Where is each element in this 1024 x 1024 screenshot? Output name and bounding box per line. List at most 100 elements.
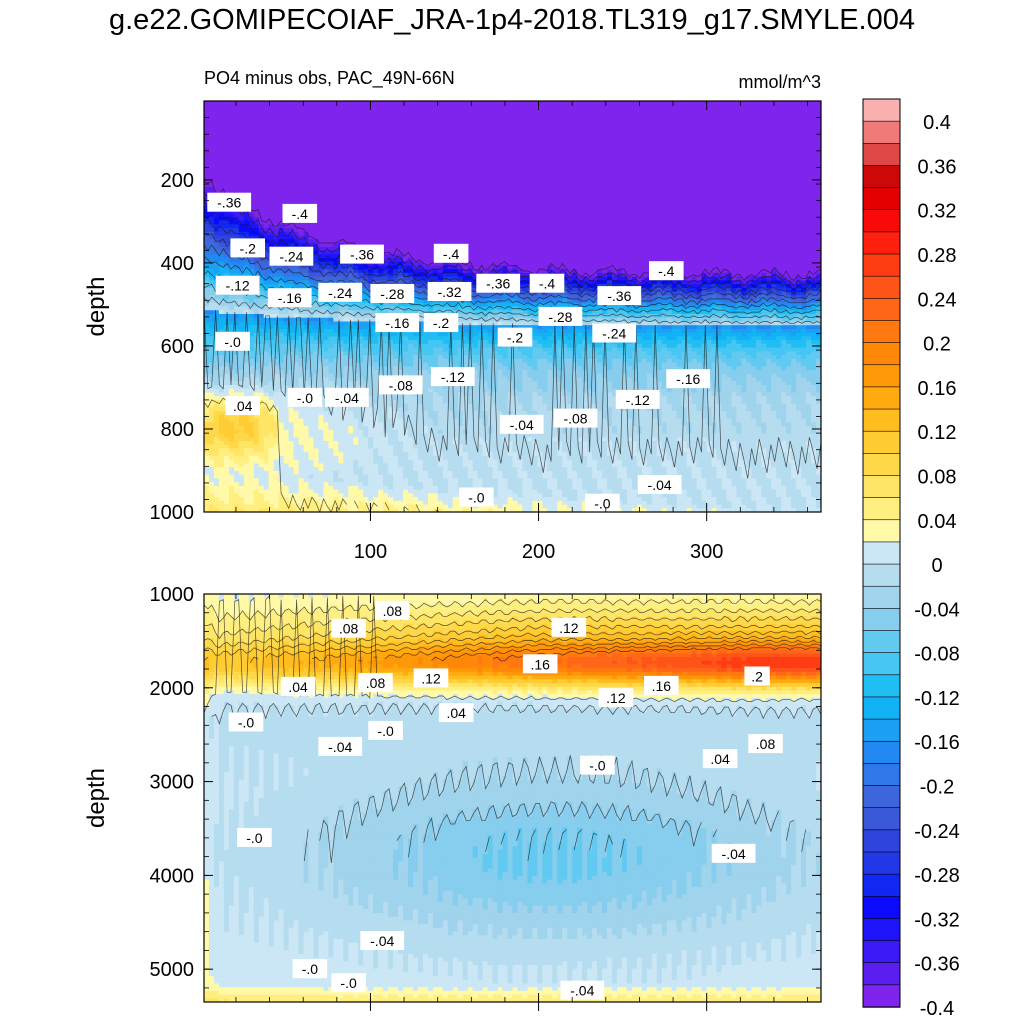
heat-cell [358,489,364,494]
heat-cell [368,474,374,479]
heat-cell [403,134,409,139]
heat-cell [263,209,270,214]
heat-cell [218,213,225,218]
heat-cell [368,134,374,139]
heat-cell [353,384,359,390]
heat-cell [228,175,235,181]
heat-cell [338,164,344,169]
heat-cell [358,317,364,323]
heat-cell [233,261,240,266]
heat-cell [218,115,225,121]
heat-cell [248,130,255,136]
heat-cell [412,426,419,431]
heat-cell [333,250,339,255]
heat-cell [403,437,409,442]
heat-cell [422,351,429,356]
heat-cell [348,433,354,438]
heat-cell [403,508,409,512]
heat-cell [408,269,414,274]
heat-cell [427,198,434,203]
heat-cell [388,482,394,487]
heat-cell [353,325,359,330]
heat-cell [343,433,349,438]
heat-cell [243,362,250,367]
heat-cell [293,115,300,121]
heat-cell [273,142,280,147]
heat-cell [243,370,250,375]
heat-cell [348,366,354,371]
heat-cell [358,355,364,360]
heat-cell [422,493,429,498]
heat-cell [427,127,434,132]
heat-cell [363,328,369,334]
heat-cell [298,127,305,132]
heat-cell [204,104,210,110]
heat-cell [313,414,320,420]
heat-cell [338,119,344,125]
heat-cell [368,142,374,147]
heat-cell [223,508,230,512]
heat-cell [393,224,399,229]
heat-cell [253,201,260,207]
heat-cell [328,179,334,184]
heat-cell [338,317,344,323]
heat-cell [293,504,300,509]
heat-cell [383,157,389,162]
heat-cell [323,130,329,136]
heat-cell [388,485,394,491]
heat-cell [417,130,424,136]
heat-cell [383,198,389,203]
heat-cell [408,160,414,166]
heat-cell [238,145,245,151]
heat-cell [383,179,389,184]
heat-cell [293,482,300,487]
heat-cell [283,145,290,151]
heat-cell [268,142,275,147]
heat-cell [263,224,270,229]
heat-cell [238,272,245,278]
heat-cell [238,373,245,379]
heat-cell [313,441,320,446]
heat-cell [353,370,359,375]
heat-cell [308,104,315,110]
heat-cell [427,242,434,248]
heat-cell [343,145,349,151]
heat-cell [338,123,344,128]
heat-cell [263,437,270,442]
heat-cell [408,306,414,311]
heat-cell [412,418,419,423]
heat-cell [238,104,245,110]
heat-cell [323,384,329,390]
heat-cell [338,351,344,356]
heat-cell [398,242,404,248]
heat-cell [258,306,265,311]
heat-cell [258,358,265,364]
heat-cell [303,186,310,192]
heat-cell [412,504,419,509]
heat-cell [268,489,275,494]
heat-cell [263,474,270,479]
heat-cell [288,373,295,379]
heat-cell [298,358,305,364]
heat-cell [263,317,270,323]
heat-cell [383,332,389,337]
heat-cell [383,194,389,199]
heat-cell [412,437,419,442]
heat-cell [323,373,329,379]
heat-cell [228,145,235,151]
heat-cell [313,426,320,431]
heat-cell [363,441,369,446]
heat-cell [228,362,235,367]
heat-cell [323,145,329,151]
heat-cell [368,411,374,416]
heat-cell [283,306,290,311]
heat-cell [268,127,275,132]
heat-cell [323,381,329,386]
heat-cell [218,250,225,255]
heat-cell [368,373,374,379]
heat-cell [318,145,325,151]
heat-cell [258,179,265,184]
heat-cell [283,194,290,199]
heat-cell [228,104,235,110]
heat-cell [393,242,399,248]
